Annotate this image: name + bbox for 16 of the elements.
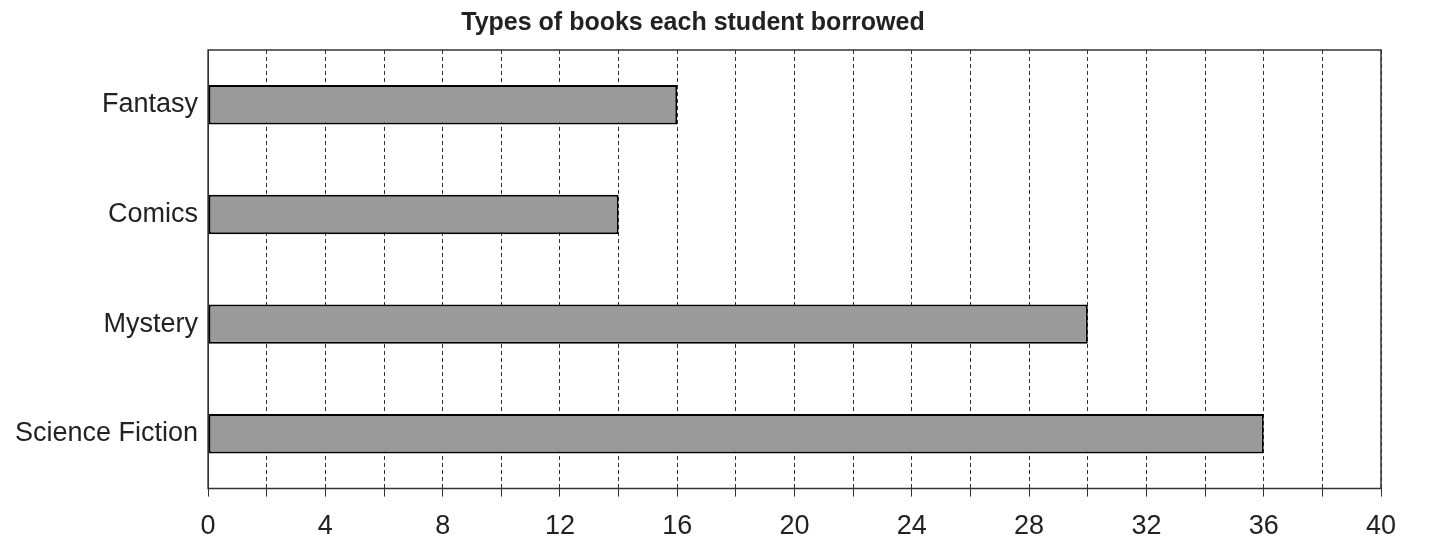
x-tick-label: 36 [1248,510,1279,541]
x-tick-label: 0 [200,510,216,541]
x-tick-label: 4 [317,510,333,541]
y-tick-label: Comics [108,197,199,228]
x-tick-label: 32 [1131,510,1162,541]
x-tick-label: 28 [1014,510,1045,541]
x-tick-label: 8 [435,510,451,541]
y-tick-label: Science Fiction [14,417,199,448]
x-tick-label: 16 [662,510,693,541]
x-tick-label: 40 [1365,510,1397,541]
x-tick-label: 24 [896,510,927,541]
chart-title: Types of books each student borrowed [461,6,925,35]
x-tick-label: 12 [544,510,575,541]
x-tick-label: 20 [779,510,810,541]
y-tick-label: Mystery [103,307,199,338]
y-tick-label: Fantasy [102,88,199,119]
